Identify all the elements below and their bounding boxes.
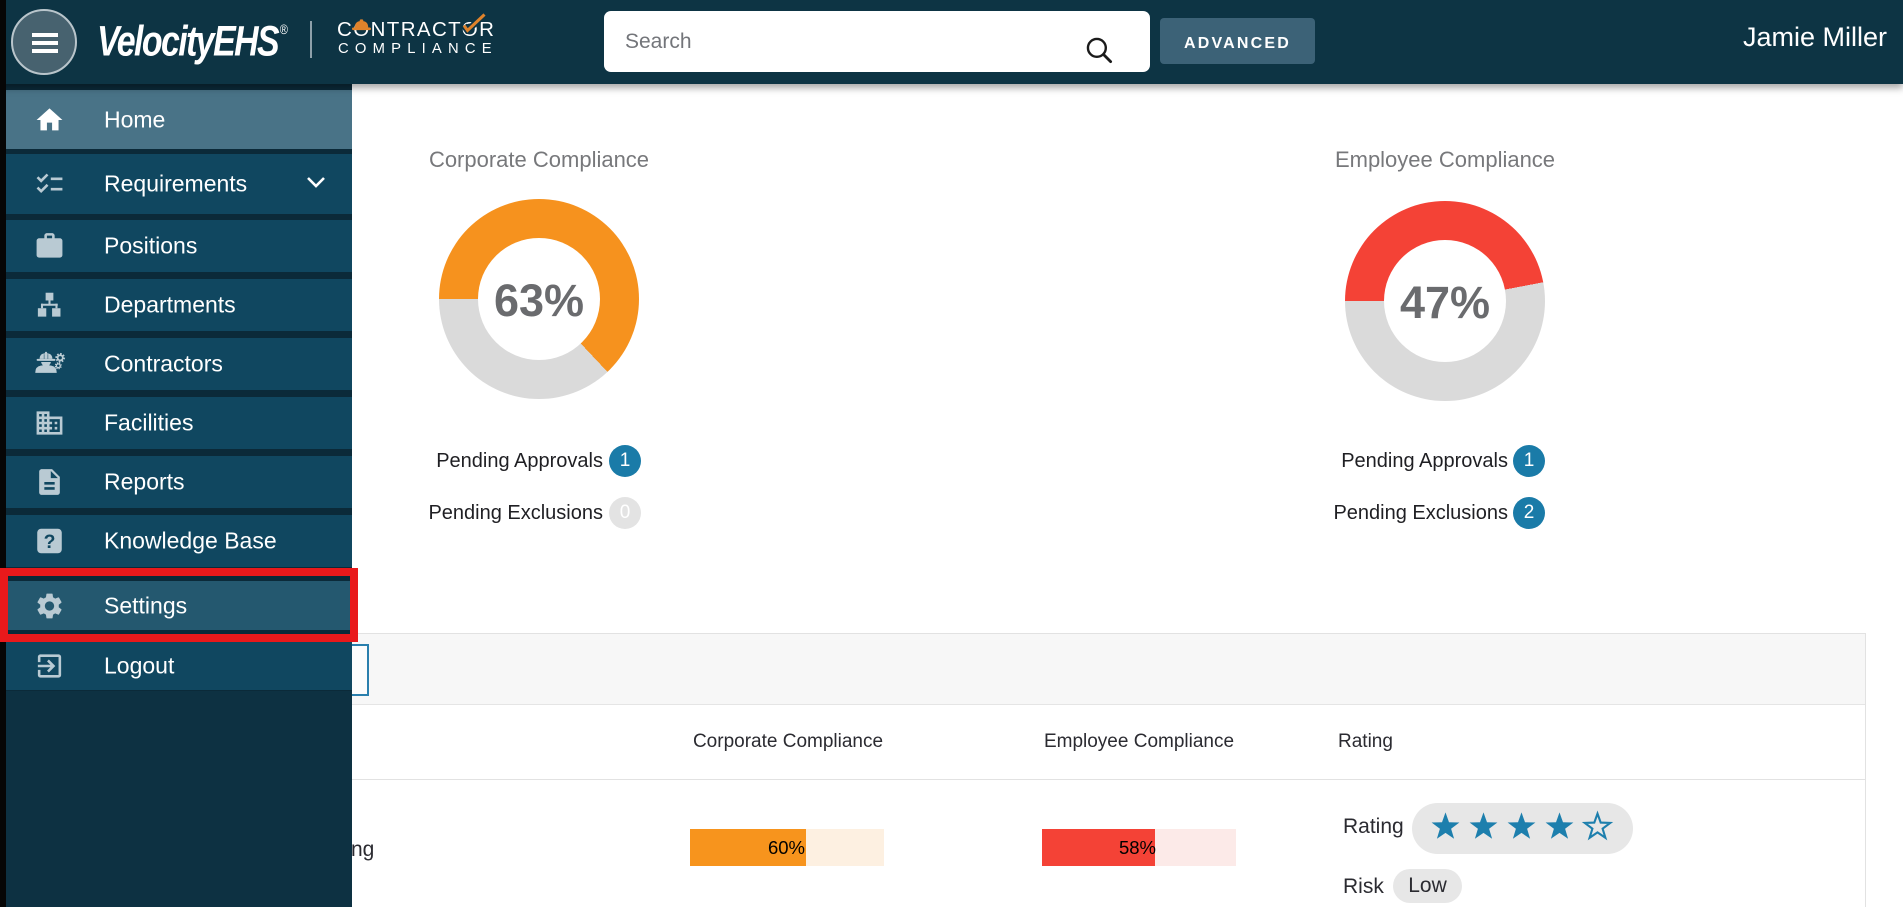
svg-text:?: ? xyxy=(44,531,56,553)
